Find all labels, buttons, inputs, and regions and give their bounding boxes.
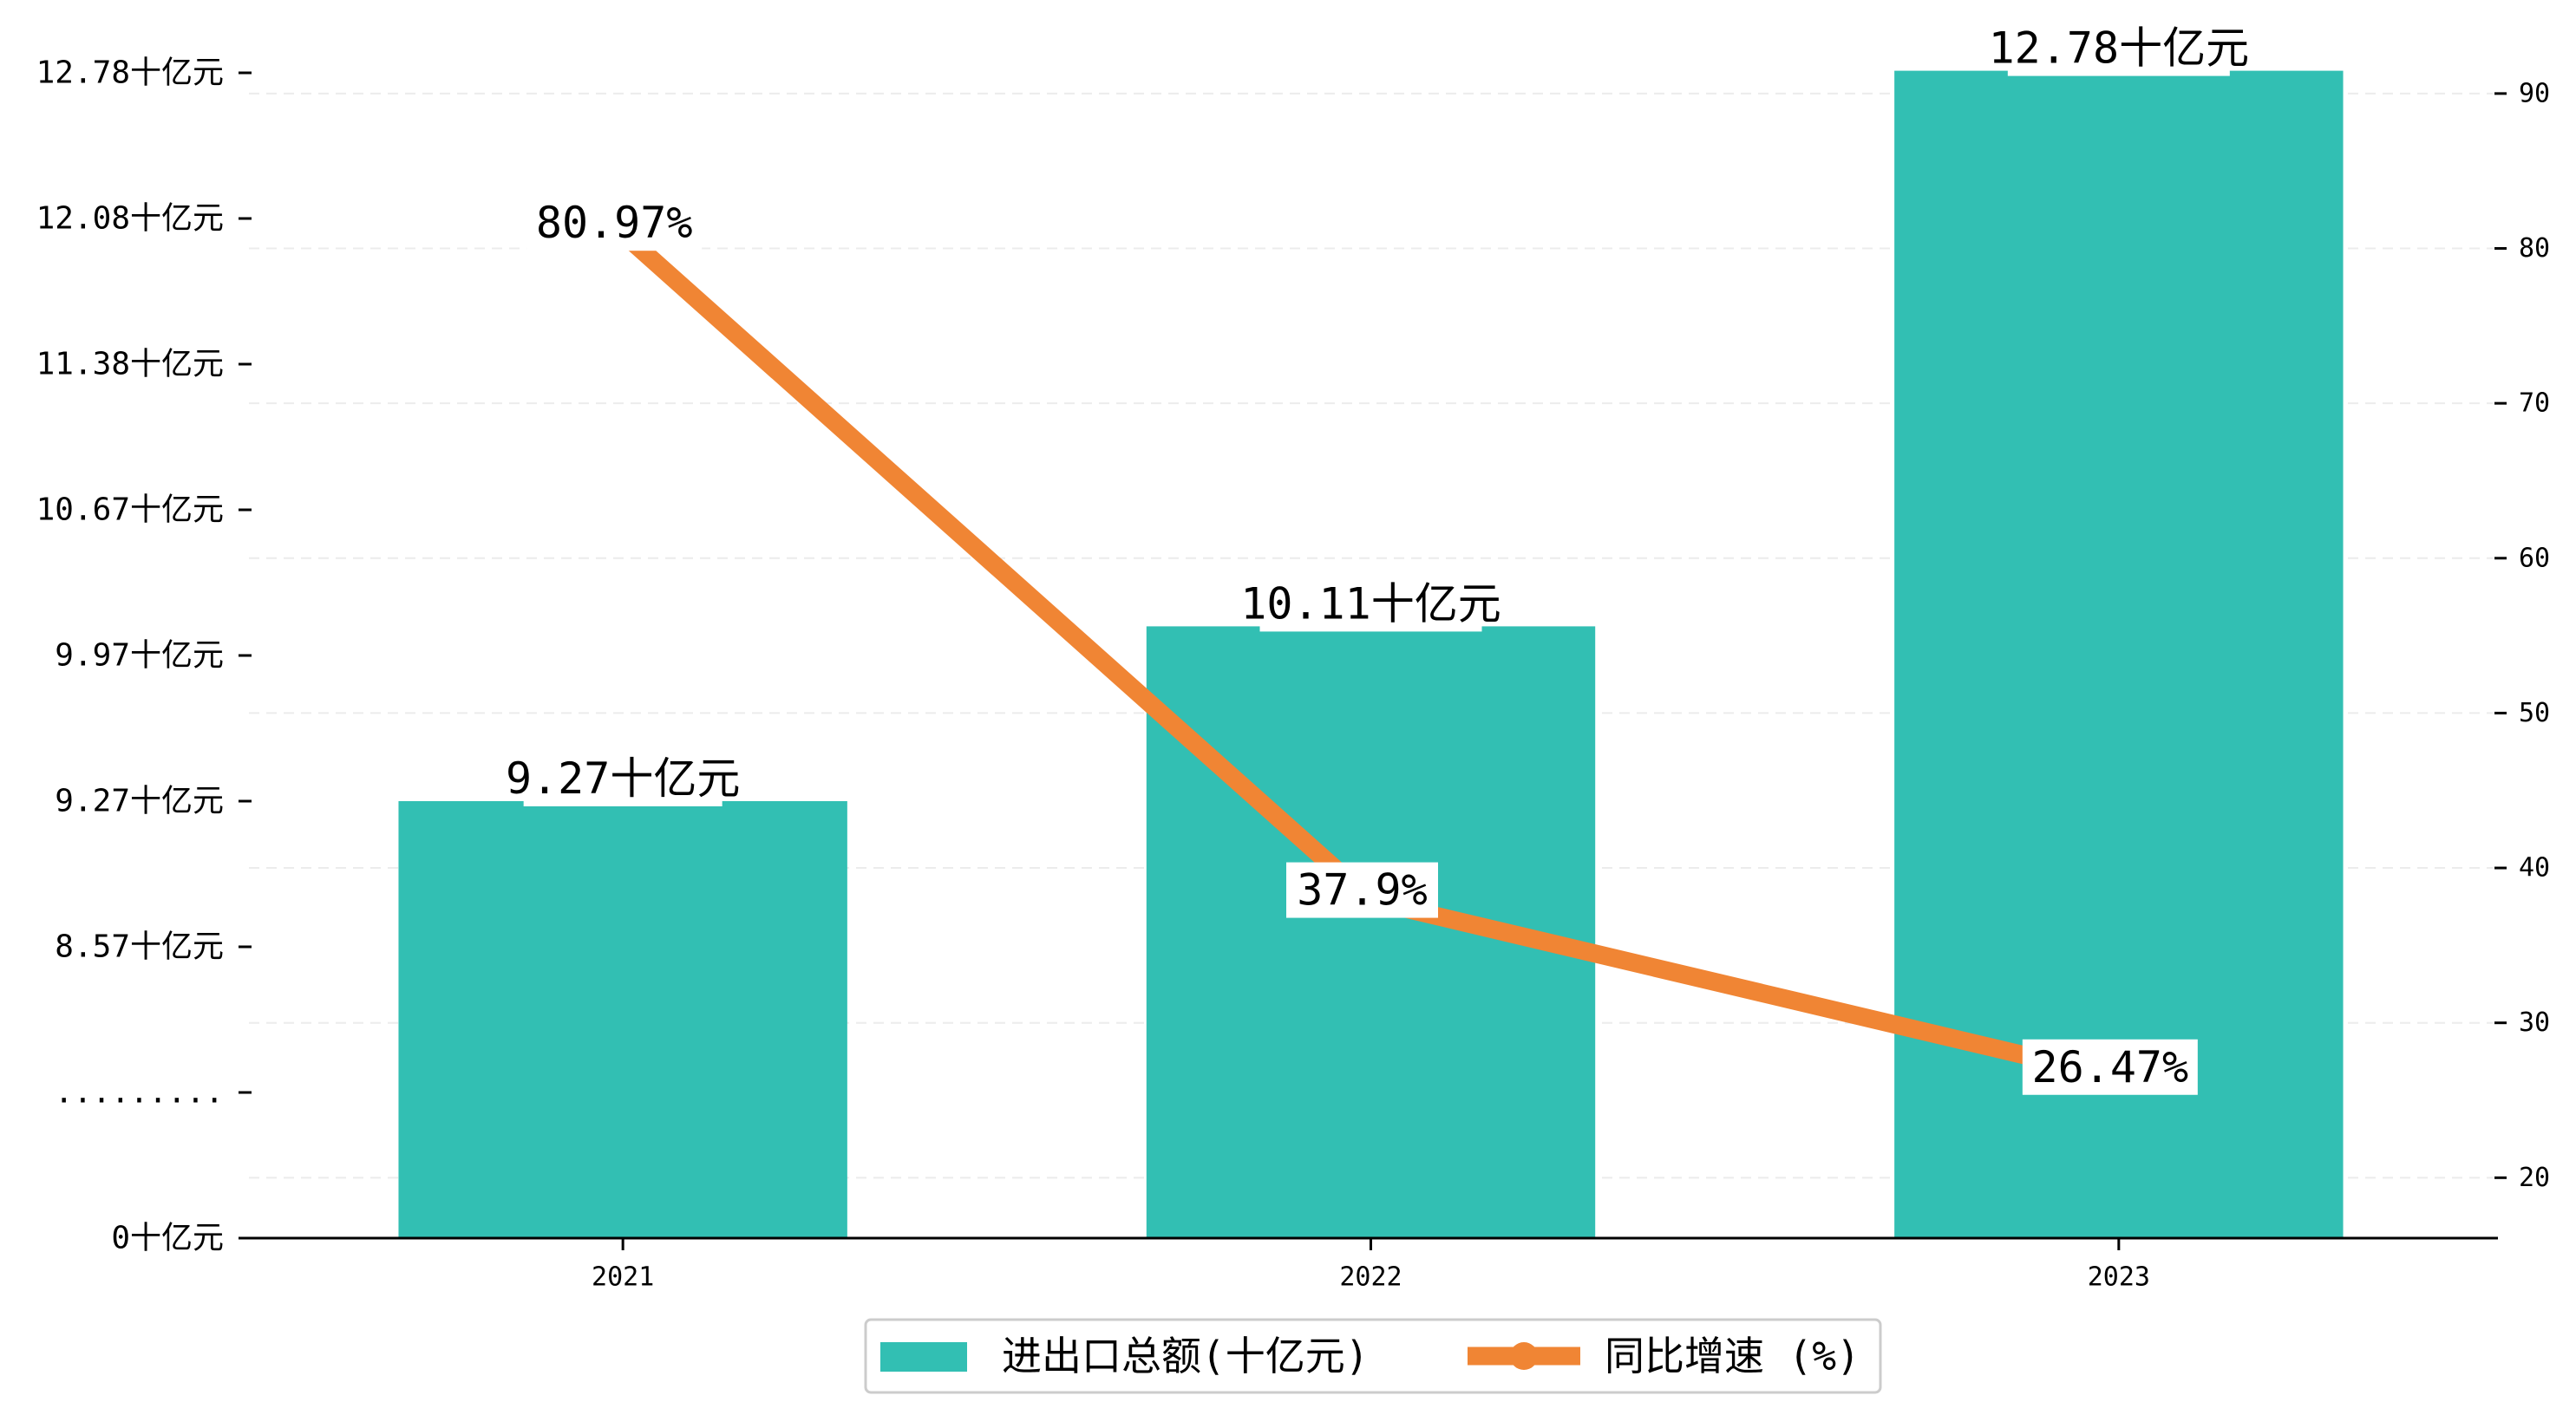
right-tick-label: 80 (2519, 233, 2550, 264)
bar-2021 (398, 801, 847, 1238)
axes: 0十亿元......... 8.57十亿元 9.27十亿元 9.97十亿元 10.67十… (36, 55, 2551, 1293)
left-tick-label: 0十亿元 (111, 1221, 224, 1256)
growth-label-2021: 80.97% (536, 198, 693, 248)
x-tick-label-2023: 2023 (2088, 1262, 2150, 1293)
legend-marker-line (1510, 1342, 1538, 1370)
right-tick-label: 50 (2519, 698, 2550, 728)
left-tick-label: 11.38十亿元 (36, 347, 224, 382)
bar-label-2021-box (523, 751, 722, 806)
left-tick-label: 12.08十亿元 (36, 201, 224, 237)
growth-label-2022-box (1286, 862, 1438, 918)
left-tick-label: 9.27十亿元 (55, 784, 224, 819)
bar-label-2023: 12.78十亿元 (1989, 23, 2250, 74)
bar-label-2023-box (2007, 20, 2230, 76)
legend-label-line: 同比增速 (%) (1605, 1333, 1860, 1379)
bar-label-2022-box (1259, 576, 1482, 632)
right-tick-label: 90 (2519, 78, 2550, 108)
legend: 进出口总额(十亿元) 同比增速 (%) (864, 1318, 1882, 1394)
legend-swatch-bars (880, 1342, 967, 1372)
left-tick-label: 8.57十亿元 (55, 929, 224, 965)
data-labels: 9.27十亿元 10.11十亿元 12.78十亿元 80.97% 37.9% 26.47% (506, 20, 2250, 1095)
legend-box (864, 1318, 1882, 1394)
bar-series (398, 70, 2344, 1239)
left-tick-label: 9.97十亿元 (55, 638, 224, 674)
right-tick-label: 20 (2519, 1163, 2550, 1193)
left-tick-label: 10.67十亿元 (36, 492, 224, 528)
right-tick-label: 60 (2519, 543, 2550, 573)
bar-label-2022: 10.11十亿元 (1240, 578, 1501, 629)
growth-label-2023: 26.47% (2032, 1042, 2189, 1092)
growth-label-2022: 37.9% (1297, 865, 1428, 916)
x-tick-label-2022: 2022 (1339, 1262, 1402, 1293)
left-tick-label: ......... (55, 1075, 224, 1111)
right-tick-label: 70 (2519, 388, 2550, 419)
legend-label-bars: 进出口总额(十亿元) (1002, 1333, 1369, 1379)
growth-label-2021-box (526, 195, 703, 251)
bar-label-2021: 9.27十亿元 (506, 753, 740, 804)
right-tick-label: 30 (2519, 1007, 2550, 1038)
growth-label-2023-box (2022, 1039, 2198, 1095)
x-tick-label-2021: 2021 (592, 1262, 654, 1293)
right-tick-label: 40 (2519, 853, 2550, 884)
left-tick-label: 12.78十亿元 (36, 55, 224, 91)
